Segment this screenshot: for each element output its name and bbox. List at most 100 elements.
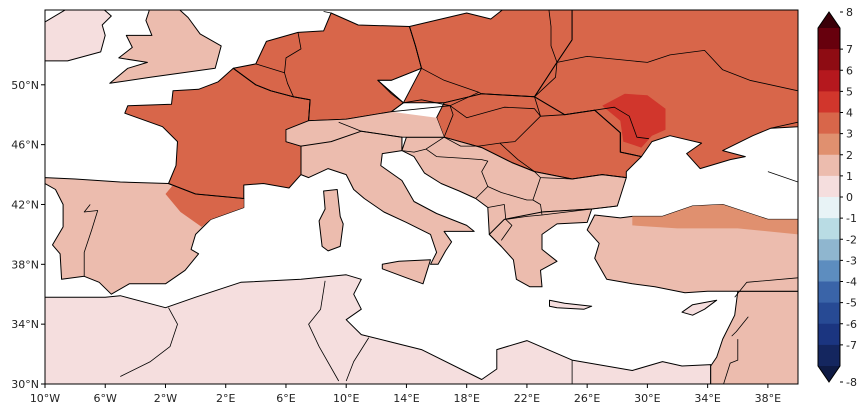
region-sicily <box>381 259 431 285</box>
colorbar-segment <box>818 344 840 367</box>
x-tick-label: 10°W <box>30 392 60 405</box>
y-tick-label: 50°N <box>11 79 39 92</box>
latitude-axis: 30°N 34°N 38°N 42°N 46°N 50°N <box>11 79 45 391</box>
country-border <box>505 208 592 220</box>
colorbar-segment <box>818 70 840 92</box>
y-tick-label: 42°N <box>11 198 39 211</box>
country-border <box>255 63 294 97</box>
x-tick-label: 38°E <box>755 392 781 405</box>
country-border <box>83 204 99 277</box>
country-border <box>556 50 798 92</box>
colorbar-segment <box>818 175 840 198</box>
country-border <box>591 205 618 210</box>
country-border <box>449 105 541 119</box>
country-border <box>767 171 798 183</box>
map-frame <box>44 9 799 385</box>
colorbar-label: -8 <box>846 376 857 389</box>
country-border <box>723 339 739 384</box>
country-border <box>487 177 541 201</box>
colorbar-segment <box>818 218 840 240</box>
colorbar-segment <box>818 260 840 283</box>
country-border <box>770 121 798 129</box>
country-border <box>345 337 370 382</box>
colorbar-extend-bottom <box>818 366 840 382</box>
x-tick-label: 18°E <box>453 392 479 405</box>
y-tick-label: 30°N <box>11 378 39 391</box>
region-central-ukraine <box>602 93 666 148</box>
country-border <box>534 10 558 98</box>
country-border <box>731 316 749 337</box>
colorbar-label: -3 <box>846 254 857 267</box>
region-cyprus <box>681 299 718 316</box>
region-britain <box>109 10 222 84</box>
colorbar-segment <box>818 281 840 304</box>
colorbar-label: 5 <box>846 85 853 98</box>
country-border <box>168 183 244 199</box>
region-corsica-sardinia <box>318 189 344 252</box>
colorbar-label: 8 <box>846 6 853 19</box>
y-tick-label: 38°N <box>11 258 39 271</box>
country-border <box>425 148 489 199</box>
x-tick-label: 2°E <box>216 392 235 405</box>
x-tick-label: 26°E <box>574 392 600 405</box>
x-tick-label: 22°E <box>514 392 540 405</box>
colorbar-segment <box>818 302 840 325</box>
country-border <box>323 11 332 14</box>
country-border <box>308 280 340 382</box>
country-border <box>120 307 178 377</box>
colorbar-label: -4 <box>846 276 857 289</box>
region-ne-spain <box>165 185 244 227</box>
colorbar-label: 3 <box>846 128 853 141</box>
x-tick-label: 14°E <box>393 392 419 405</box>
colorbar-label: -5 <box>846 297 857 310</box>
country-border <box>233 67 311 175</box>
colorbar-label: 1 <box>846 170 853 183</box>
colorbar-segment <box>818 239 840 261</box>
y-tick-label: 34°N <box>11 318 39 331</box>
region-ireland <box>45 10 112 62</box>
colorbar-segment <box>818 197 840 219</box>
colorbar-label: -7 <box>846 339 857 352</box>
colorbar-label: 7 <box>846 43 853 56</box>
region-north-africa <box>45 274 712 384</box>
colorbar-label: -1 <box>846 212 857 225</box>
x-tick-label: 6°W <box>94 392 117 405</box>
y-tick-label: 46°N <box>11 139 39 152</box>
colorbar-extend-top <box>818 12 840 28</box>
colorbar-segment <box>818 28 840 50</box>
longitude-axis: 10°W 6°W 2°W 2°E 6°E 10°E 14°E 18°E 22°E 26°E 30°E… <box>30 384 781 405</box>
country-border <box>443 115 541 147</box>
country-borders <box>83 10 798 384</box>
country-border <box>284 32 302 73</box>
colorbar-label: 0 <box>846 191 853 204</box>
colorbar-segment <box>818 112 840 135</box>
colorbar-outline <box>817 11 841 383</box>
x-tick-label: 34°E <box>694 392 720 405</box>
map-plot-area <box>45 10 798 384</box>
land-layer <box>45 10 798 384</box>
colorbar-label: -6 <box>846 318 857 331</box>
colorbar-segment <box>818 133 840 156</box>
x-tick-label: 6°E <box>276 392 295 405</box>
country-border <box>532 199 543 216</box>
colorbar-segment <box>818 323 840 346</box>
colorbar-segment <box>818 49 840 71</box>
colorbar-segment <box>818 154 840 177</box>
country-border <box>594 106 649 140</box>
colorbar-label: 6 <box>846 64 853 77</box>
region-crete <box>549 299 593 310</box>
colorbar-label: -2 <box>846 233 857 246</box>
colorbar-segment <box>818 91 840 114</box>
region-greece <box>488 208 593 288</box>
x-tick-label: 30°E <box>634 392 660 405</box>
country-border <box>734 277 798 298</box>
colorbar-label: 4 <box>846 107 853 120</box>
x-tick-label: 10°E <box>333 392 359 405</box>
colorbar: 8 7 6 5 4 3 2 1 0 -1 -2 -3 -4 -5 -6 -7 -8 <box>817 6 857 389</box>
country-border <box>377 80 479 107</box>
region-north-turkey <box>632 204 798 235</box>
colorbar-label: 2 <box>846 149 853 162</box>
x-tick-label: 2°W <box>154 392 177 405</box>
country-border <box>401 136 445 153</box>
